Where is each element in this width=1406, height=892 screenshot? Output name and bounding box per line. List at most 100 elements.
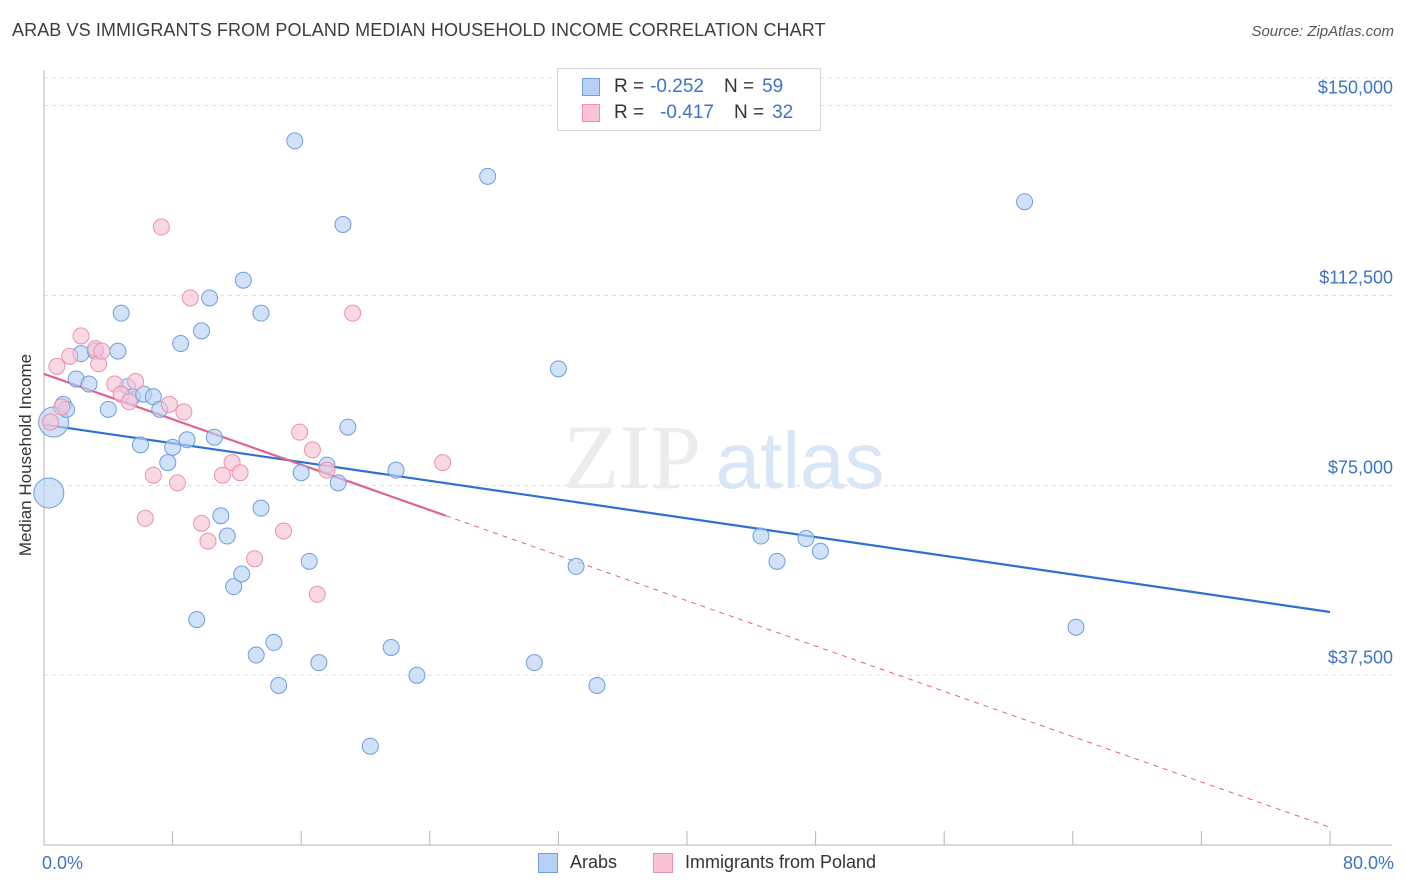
arabs-point xyxy=(361,737,379,755)
y-tick-label: $37,500 xyxy=(1328,647,1393,667)
poland-point xyxy=(160,395,178,413)
arabs-point xyxy=(339,418,357,436)
y-tick-label: $75,000 xyxy=(1328,457,1393,477)
r-value: -0.417 xyxy=(660,102,714,123)
poland-point xyxy=(344,304,362,322)
watermark: ZIP atlas xyxy=(563,406,884,508)
poland-point xyxy=(152,218,170,236)
arabs-point xyxy=(80,375,98,393)
x-tick-label: 0.0% xyxy=(42,853,83,873)
r-label: R = xyxy=(614,76,645,97)
arabs-point xyxy=(408,666,426,684)
poland-trend-extension xyxy=(445,515,1331,828)
poland-point xyxy=(120,393,138,411)
arabs-legend-swatch xyxy=(538,852,558,873)
arabs-point xyxy=(33,477,65,509)
poland-point xyxy=(434,454,452,472)
poland-point xyxy=(199,532,217,550)
source-credit: Source: ZipAtlas.com xyxy=(1251,23,1394,40)
arabs-legend-label: Arabs xyxy=(570,852,618,872)
arabs-point xyxy=(205,428,223,446)
arabs-point xyxy=(109,342,127,360)
poland-point xyxy=(181,289,199,307)
arabs-point xyxy=(188,611,206,629)
data-points xyxy=(33,132,1085,755)
legend-item-arabs[interactable]: Arabs xyxy=(538,852,617,873)
poland-swatch xyxy=(582,104,600,122)
poland-point xyxy=(275,522,293,540)
poland-point xyxy=(48,357,66,375)
n-value: 32 xyxy=(772,102,794,123)
arabs-point xyxy=(797,530,815,548)
poland-point xyxy=(41,413,59,431)
arabs-point xyxy=(233,565,251,583)
legend-row-poland: R = -0.417 N = 32 xyxy=(582,101,793,125)
y-tick-label: $112,500 xyxy=(1319,267,1393,287)
watermark-zip: ZIP xyxy=(563,406,701,508)
correlation-legend: R = -0.252 N = 59 R = -0.417 N = 32 xyxy=(557,68,821,131)
arabs-trend-line xyxy=(43,423,1331,614)
poland-point xyxy=(136,509,154,527)
trend-lines xyxy=(43,372,1331,828)
n-label: N = xyxy=(733,102,765,123)
arabs-point xyxy=(218,527,236,545)
arabs-point xyxy=(225,578,243,596)
arabs-point xyxy=(329,474,347,492)
arabs-point xyxy=(549,360,567,378)
poland-point xyxy=(144,466,162,484)
arabs-point xyxy=(588,676,606,694)
arabs-point xyxy=(310,654,328,672)
poland-point xyxy=(213,466,231,484)
poland-point xyxy=(168,474,186,492)
arabs-point xyxy=(752,527,770,545)
poland-trend-line xyxy=(43,372,447,517)
arabs-point xyxy=(212,507,230,525)
poland-legend-swatch xyxy=(653,852,673,873)
arabs-point xyxy=(247,646,265,664)
x-tick-label: 80.0% xyxy=(1343,853,1394,873)
arabs-point xyxy=(159,454,177,472)
arabs-point xyxy=(201,289,219,307)
n-value: 59 xyxy=(762,76,784,97)
tick-labels: $37,500 $75,000 $112,500 $150,000 0.0% 80.0% xyxy=(42,77,1394,873)
arabs-point xyxy=(1016,193,1034,211)
poland-point xyxy=(291,423,309,441)
arabs-point xyxy=(300,552,318,570)
poland-point xyxy=(303,441,321,459)
poland-point xyxy=(127,373,145,391)
arabs-point xyxy=(112,304,130,322)
poland-point xyxy=(231,464,249,482)
poland-point xyxy=(175,403,193,421)
poland-point xyxy=(53,398,71,416)
arabs-point xyxy=(234,271,252,289)
arabs-point xyxy=(811,542,829,560)
arabs-point xyxy=(99,400,117,418)
poland-legend-label: Immigrants from Poland xyxy=(685,852,877,872)
poland-point xyxy=(308,585,326,603)
arabs-point xyxy=(292,464,310,482)
arabs-point xyxy=(131,436,149,454)
r-value: -0.252 xyxy=(650,76,704,97)
arabs-point xyxy=(567,557,585,575)
y-tick-label: $150,000 xyxy=(1318,77,1393,97)
arabs-point xyxy=(525,654,543,672)
arabs-point xyxy=(286,132,304,150)
poland-point xyxy=(61,347,79,365)
series-legend: Arabs Immigrants from Poland xyxy=(0,852,1406,878)
axes xyxy=(43,70,1392,846)
arabs-point xyxy=(252,499,270,517)
arabs-point xyxy=(270,676,288,694)
legend-item-poland[interactable]: Immigrants from Poland xyxy=(653,852,876,873)
poland-point xyxy=(246,550,264,568)
arabs-point xyxy=(768,552,786,570)
watermark-atlas: atlas xyxy=(716,416,885,505)
arabs-point xyxy=(164,438,182,456)
poland-point xyxy=(93,342,111,360)
legend-row-arabs: R = -0.252 N = 59 xyxy=(582,75,783,99)
r-label: R = xyxy=(614,102,645,123)
arabs-point xyxy=(252,304,270,322)
arabs-point xyxy=(382,638,400,656)
arabs-point xyxy=(334,215,352,233)
poland-point xyxy=(72,327,90,345)
